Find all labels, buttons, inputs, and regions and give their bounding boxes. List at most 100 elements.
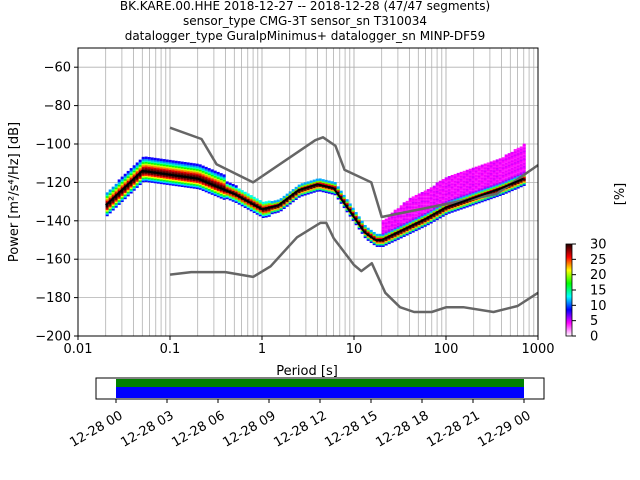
pdf-cell [426, 204, 430, 207]
pdf-cell [258, 210, 262, 214]
pdf-cell [138, 164, 142, 167]
pdf-cell [180, 173, 184, 177]
pdf-cell [231, 187, 235, 190]
pdf-cell [393, 217, 397, 220]
pdf-cell [276, 205, 280, 209]
pdf-cell [474, 183, 478, 186]
pdf-cell [405, 205, 409, 208]
pdf-cell [174, 168, 178, 171]
pdf-cell [456, 208, 460, 211]
pdf-cell [522, 166, 526, 170]
pdf-cell [504, 166, 508, 170]
pdf-cell [270, 210, 274, 213]
pdf-cell [396, 223, 400, 227]
pdf-cell [399, 226, 403, 230]
pdf-cell [201, 185, 205, 188]
pdf-cell [387, 221, 391, 225]
pdf-cell [438, 206, 442, 210]
pdf-cell [288, 191, 292, 194]
pdf-cell [360, 223, 364, 227]
pdf-cell [438, 188, 442, 191]
pdf-cell [207, 174, 211, 177]
pdf-cell [474, 192, 478, 196]
pdf-cell [480, 178, 484, 181]
pdf-cell [390, 237, 394, 240]
pdf-cell [471, 173, 475, 177]
pdf-cell [393, 223, 397, 226]
pdf-cell [462, 206, 466, 209]
pdf-cell [447, 194, 451, 197]
pdf-cell [159, 163, 163, 166]
pdf-cell [411, 211, 415, 215]
pdf-cell [402, 203, 406, 207]
pdf-cell [489, 164, 493, 167]
pdf-cell [510, 184, 514, 187]
pdf-cell [459, 188, 463, 192]
pdf-cell [321, 186, 325, 190]
pdf-cell [516, 156, 520, 160]
pdf-cell [402, 219, 406, 222]
pdf-cell [213, 190, 217, 194]
pdf-cell [462, 183, 466, 186]
pdf-cell [201, 171, 205, 175]
pdf-cell [411, 199, 415, 202]
pdf-cell [492, 177, 496, 180]
pdf-cell [201, 173, 205, 176]
pdf-cell [363, 226, 367, 229]
pdf-cell [213, 175, 217, 178]
pdf-cell [321, 179, 325, 182]
pdf-cell [450, 193, 454, 196]
pdf-cell [141, 161, 145, 164]
pdf-cell [462, 195, 466, 198]
pdf-cell [222, 183, 226, 187]
pdf-cell [237, 189, 241, 193]
pdf-cell [159, 177, 163, 180]
pdf-cell [411, 228, 415, 232]
pdf-cell [111, 192, 115, 196]
pdf-cell [120, 190, 124, 193]
pdf-cell [387, 240, 391, 243]
pdf-cell [135, 163, 139, 167]
pdf-cell [504, 183, 508, 187]
pdf-cell [135, 185, 139, 188]
pdf-cell [342, 204, 346, 207]
pdf-cell [171, 178, 175, 182]
pdf-cell [207, 188, 211, 191]
pdf-cell [243, 205, 247, 209]
pdf-cell [417, 213, 421, 216]
pdf-cell [204, 173, 208, 176]
pdf-cell [174, 160, 178, 164]
pdf-cell [207, 191, 211, 194]
pdf-cell [390, 217, 394, 220]
pdf-cell [438, 197, 442, 201]
pdf-cell [513, 178, 517, 181]
pdf-cell [375, 235, 379, 238]
pdf-cell [258, 209, 262, 212]
pdf-cell [495, 190, 499, 193]
pdf-cell [414, 219, 418, 222]
pdf-cell [498, 167, 502, 170]
pdf-cell [453, 209, 457, 212]
pdf-cell [213, 176, 217, 180]
pdf-cell [345, 199, 349, 202]
pdf-cell [408, 230, 412, 233]
pdf-cell [405, 231, 409, 234]
pdf-cell [168, 175, 172, 178]
pdf-cell [462, 176, 466, 180]
pdf-cell [141, 176, 145, 180]
pdf-cell [414, 225, 418, 229]
pdf-cell [423, 193, 427, 197]
pdf-cell [489, 169, 493, 172]
pdf-cell [204, 168, 208, 171]
pdf-cell [264, 213, 268, 216]
pdf-cell [360, 231, 364, 234]
pdf-cell [477, 179, 481, 182]
pdf-cell [474, 169, 478, 173]
colorbar-label: [%] [613, 183, 628, 206]
pdf-cell [519, 157, 523, 160]
pdf-cell [192, 169, 196, 172]
pdf-cell [465, 182, 469, 185]
pdf-cell [198, 168, 202, 172]
pdf-cell [522, 151, 526, 154]
